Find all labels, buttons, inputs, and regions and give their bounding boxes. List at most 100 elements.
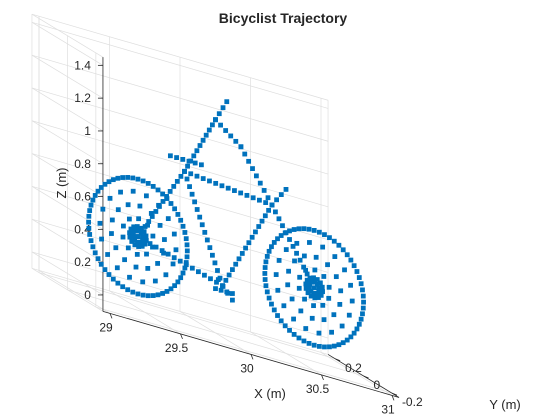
data-point: [348, 282, 353, 288]
data-point: [233, 138, 239, 144]
data-point: [307, 281, 313, 287]
data-point: [137, 203, 143, 209]
data-point: [204, 237, 210, 243]
data-point: [152, 278, 158, 284]
data-point: [157, 222, 163, 228]
grid-line: [31, 22, 329, 109]
data-point: [139, 243, 145, 249]
data-point: [294, 250, 299, 256]
data-point: [356, 321, 362, 327]
data-point: [303, 281, 309, 287]
data-point: [312, 279, 317, 285]
data-point: [197, 214, 203, 220]
data-point: [142, 224, 148, 229]
data-point: [145, 180, 151, 186]
data-point: [212, 260, 218, 266]
data-point: [194, 207, 200, 212]
data-point: [360, 293, 366, 299]
data-point: [223, 128, 229, 133]
z-tick-label: 0.6: [74, 190, 91, 204]
data-point: [302, 296, 307, 302]
data-point: [129, 239, 135, 244]
data-point: [226, 272, 232, 278]
data-point: [339, 323, 345, 329]
data-point: [361, 299, 366, 305]
data-points-layer: [86, 99, 366, 350]
data-point: [141, 237, 147, 243]
data-point: [140, 292, 146, 298]
data-point: [187, 184, 192, 190]
data-point: [289, 296, 295, 302]
data-point: [329, 329, 334, 335]
z-tick-label: 1.2: [74, 91, 91, 105]
data-point: [130, 234, 136, 239]
data-point: [340, 247, 346, 253]
x-tick-label: 29.5: [165, 341, 189, 355]
data-point: [275, 313, 280, 318]
wall-edge: [31, 13, 329, 101]
data-point: [168, 286, 174, 292]
data-point: [351, 330, 357, 336]
data-point: [344, 337, 350, 343]
grid-line: [31, 153, 329, 240]
data-point: [199, 222, 205, 228]
data-point: [173, 247, 179, 253]
data-point: [246, 240, 252, 246]
data-point: [86, 219, 91, 225]
data-point: [220, 105, 226, 111]
data-point: [105, 252, 111, 257]
data-point: [146, 219, 152, 224]
data-point: [322, 344, 327, 350]
data-point: [257, 197, 262, 203]
data-point: [134, 224, 140, 229]
data-point: [162, 237, 167, 242]
data-point: [167, 153, 173, 159]
grid-line: [31, 54, 329, 142]
data-point: [139, 229, 144, 234]
data-point: [358, 316, 364, 322]
data-point: [184, 248, 190, 254]
data-point: [165, 216, 171, 222]
data-point: [316, 288, 322, 294]
data-point: [216, 111, 222, 117]
data-point: [125, 287, 131, 293]
data-point: [336, 342, 342, 348]
data-point: [307, 285, 312, 291]
data-point: [360, 311, 365, 317]
data-point: [262, 213, 268, 219]
data-point: [87, 208, 93, 213]
data-point: [266, 295, 272, 301]
data-point: [178, 173, 184, 179]
data-point: [313, 254, 319, 260]
data-point: [331, 343, 337, 349]
data-point: [174, 178, 180, 184]
data-point: [304, 271, 310, 277]
data-point: [118, 189, 123, 195]
data-point: [287, 237, 292, 242]
data-point: [138, 225, 144, 231]
data-point: [120, 284, 126, 290]
data-point: [150, 293, 156, 298]
data-point: [262, 265, 268, 270]
data-point: [232, 188, 237, 193]
data-point: [215, 277, 221, 282]
data-point: [291, 332, 297, 337]
z-axis-label: Z (m): [54, 167, 69, 198]
x-tick-label: 30.5: [306, 382, 330, 396]
data-point: [253, 229, 258, 235]
data-point: [342, 267, 347, 273]
data-point: [249, 234, 255, 240]
data-point: [174, 155, 179, 160]
data-point: [354, 326, 360, 332]
data-point: [271, 307, 277, 313]
data-point: [113, 245, 119, 251]
data-point: [143, 193, 149, 199]
data-point: [348, 334, 354, 340]
data-point: [331, 312, 337, 318]
data-point: [354, 269, 360, 274]
data-point: [88, 202, 94, 208]
wall-edge: [31, 268, 104, 312]
data-point: [262, 271, 268, 276]
data-point: [183, 236, 189, 242]
data-point: [106, 272, 112, 277]
